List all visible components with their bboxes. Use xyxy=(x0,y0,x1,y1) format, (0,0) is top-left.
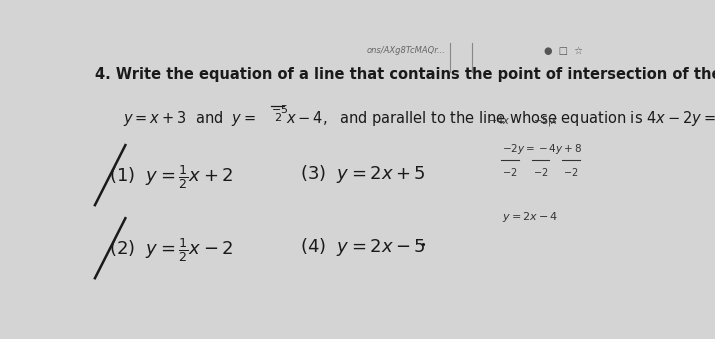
Text: $-2$: $-2$ xyxy=(563,166,578,178)
Text: $-2y = -4y+8$: $-2y = -4y+8$ xyxy=(502,142,583,157)
Text: ●  □  ☆: ● □ ☆ xyxy=(543,46,583,56)
Text: $y = x + 3$  and  $y =$: $y = x + 3$ and $y =$ xyxy=(123,108,256,127)
Text: $-5$: $-5$ xyxy=(271,103,288,115)
Text: $x - 4,$  and parallel to the line whose equation is $4x - 2y = 8?$: $x - 4,$ and parallel to the line whose … xyxy=(286,108,715,127)
Text: (1)  $y = \frac{1}{2}x + 2$: (1) $y = \frac{1}{2}x + 2$ xyxy=(109,163,233,191)
Text: $y = 2x-4$: $y = 2x-4$ xyxy=(502,210,558,224)
Text: $-2$: $-2$ xyxy=(502,166,518,178)
Text: $-4x$: $-4x$ xyxy=(488,114,511,126)
Text: ons/AXg8TcMAQr...: ons/AXg8TcMAQr... xyxy=(366,46,445,55)
Text: 4. Write the equation of a line that contains the point of intersection of the g: 4. Write the equation of a line that con… xyxy=(95,67,715,82)
Text: $\bullet$: $\bullet$ xyxy=(419,239,426,249)
Text: $2$: $2$ xyxy=(275,111,282,123)
Text: $-2$: $-2$ xyxy=(533,166,548,178)
Text: (3)  $y = 2x + 5$: (3) $y = 2x + 5$ xyxy=(300,163,425,185)
Text: (2)  $y = \frac{1}{2}x - 2$: (2) $y = \frac{1}{2}x - 2$ xyxy=(109,237,233,264)
Text: (4)  $y = 2x - 5$: (4) $y = 2x - 5$ xyxy=(300,237,425,258)
Text: $-5|x$: $-5|x$ xyxy=(533,114,558,128)
